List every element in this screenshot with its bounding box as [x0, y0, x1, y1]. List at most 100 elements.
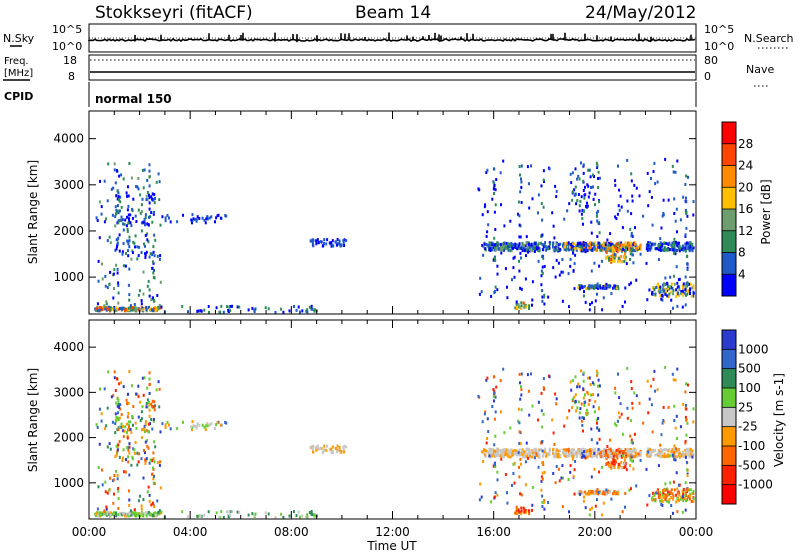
radar-cell — [554, 481, 557, 485]
radar-cell — [543, 470, 546, 474]
radar-cell — [312, 450, 315, 454]
radar-cell — [675, 447, 677, 451]
radar-cell — [529, 454, 531, 458]
radar-cell — [630, 455, 633, 459]
radar-cell — [570, 247, 573, 251]
radar-cell — [196, 422, 199, 426]
radar-cell — [667, 286, 669, 290]
radar-cell — [144, 252, 146, 256]
radar-cell — [588, 308, 591, 312]
radar-cell — [125, 191, 128, 195]
radar-cell — [140, 251, 143, 254]
y-tick-label: 2000 — [53, 224, 84, 238]
radar-cell — [594, 299, 597, 303]
radar-cell — [573, 188, 576, 192]
radar-cell — [583, 450, 586, 454]
radar-cell — [152, 477, 155, 481]
radar-cell — [682, 454, 685, 458]
radar-cell — [129, 511, 132, 515]
radar-cell — [267, 512, 270, 516]
radar-cell — [606, 453, 609, 457]
radar-cell — [537, 259, 540, 263]
radar-cell — [583, 248, 586, 252]
radar-cell — [118, 406, 121, 409]
radar-cell — [576, 450, 579, 454]
radar-cell — [676, 281, 679, 285]
radar-cell — [542, 256, 545, 260]
radar-cell — [535, 246, 538, 250]
radar-cell — [673, 251, 676, 255]
radar-cell — [253, 308, 256, 312]
radar-cell — [511, 247, 514, 250]
radar-cell — [497, 244, 500, 248]
radar-cell — [572, 474, 575, 478]
radar-cell — [98, 236, 101, 240]
radar-cell — [342, 239, 345, 243]
radar-cell — [144, 451, 146, 455]
radar-cell — [127, 213, 130, 217]
radar-cell — [663, 452, 666, 456]
radar-cell — [520, 180, 523, 184]
radar-cell — [663, 249, 666, 252]
radar-cell — [537, 211, 539, 215]
radar-cell — [505, 241, 508, 245]
radar-cell — [653, 287, 656, 291]
radar-cell — [147, 446, 150, 450]
radar-cell — [103, 387, 106, 391]
radar-cell — [129, 420, 132, 424]
radar-cell — [630, 172, 633, 176]
radar-cell — [500, 410, 502, 414]
radar-cell — [116, 416, 119, 420]
radar-cell — [560, 270, 563, 274]
radar-cell — [661, 500, 664, 503]
radar-cell — [631, 406, 634, 410]
radar-cell — [691, 249, 694, 253]
radar-cell — [96, 507, 99, 511]
radar-cell — [493, 290, 496, 293]
radar-cell — [595, 285, 598, 289]
radar-cell — [148, 422, 150, 426]
radar-cell — [489, 450, 492, 454]
radar-cell — [129, 306, 132, 310]
freq-tick-bottom: 8 — [68, 70, 75, 83]
radar-cell — [487, 245, 490, 249]
radar-cell — [487, 223, 490, 227]
radar-cell — [141, 168, 144, 172]
radar-cell — [130, 176, 133, 180]
radar-cell — [608, 242, 610, 246]
radar-cell — [164, 426, 167, 429]
radar-cell — [548, 449, 551, 453]
radar-cell — [659, 290, 662, 294]
radar-cell — [135, 309, 138, 313]
radar-cell — [685, 450, 688, 454]
radar-cell — [513, 461, 516, 465]
radar-cell — [140, 410, 143, 414]
radar-cell — [135, 426, 138, 430]
radar-cell — [112, 296, 115, 300]
radar-cell — [661, 421, 664, 425]
radar-cell — [540, 479, 543, 483]
radar-cell — [614, 183, 617, 187]
radar-cell — [122, 448, 125, 452]
radar-cell — [486, 243, 489, 247]
radar-cell — [571, 245, 574, 249]
radar-cell — [612, 248, 615, 252]
radar-cell — [116, 404, 119, 408]
radar-cell — [562, 450, 565, 453]
radar-cell — [520, 388, 523, 392]
radar-cell — [127, 412, 130, 415]
radar-cell — [190, 218, 193, 222]
radar-cell — [623, 466, 626, 469]
radar-cell — [593, 467, 596, 471]
radar-cell — [586, 249, 589, 253]
radar-cell — [613, 466, 616, 469]
radar-cell — [645, 467, 648, 471]
radar-cell — [315, 448, 318, 452]
radar-cell — [682, 488, 685, 491]
radar-cell — [524, 244, 527, 248]
radar-cell — [531, 249, 534, 253]
radar-cell — [541, 243, 544, 247]
radar-cell — [531, 303, 533, 307]
radar-cell — [111, 213, 114, 217]
